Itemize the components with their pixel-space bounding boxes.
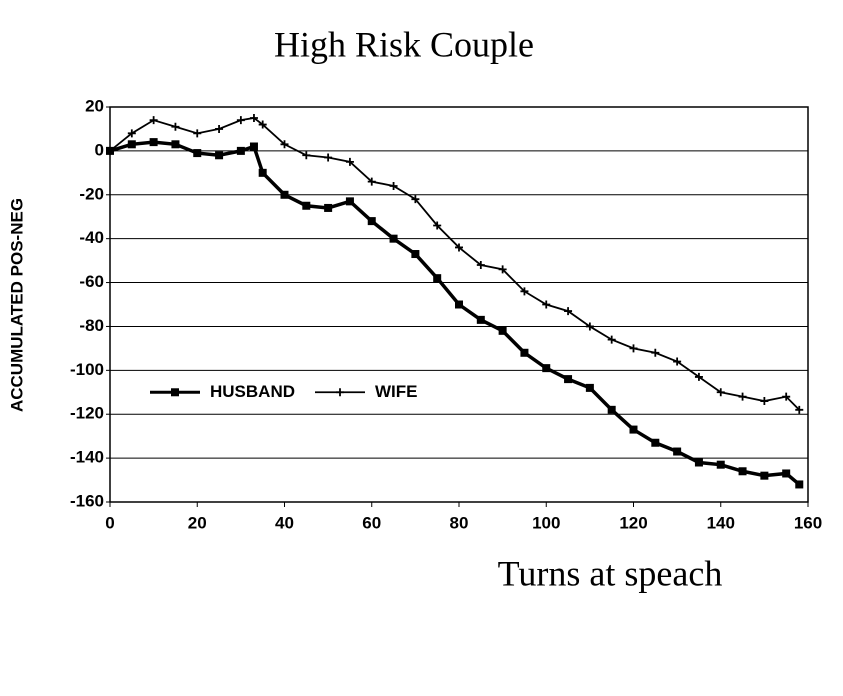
marker [345,197,354,206]
marker [389,234,398,243]
marker [520,287,529,296]
marker [716,388,725,397]
marker [564,307,573,316]
marker [345,157,354,166]
marker [171,140,180,149]
y-tick-label: 0 [95,140,104,159]
marker [367,217,376,226]
marker [324,203,333,212]
y-tick-label: 20 [85,96,104,115]
x-tick-label: 140 [707,513,735,532]
marker [455,300,463,309]
marker [236,146,245,155]
y-tick-label: -100 [70,360,104,379]
marker [760,471,769,480]
marker [520,348,529,357]
marker [498,326,507,335]
marker [585,383,594,392]
marker [258,120,267,129]
marker [389,182,398,190]
marker [193,129,202,138]
marker [607,405,616,414]
marker [411,195,420,204]
y-tick-label: -60 [79,272,104,291]
marker [651,348,660,357]
x-tick-label: 40 [275,513,294,532]
marker [193,149,202,158]
marker [694,458,703,467]
marker [476,261,485,269]
marker [760,397,769,406]
marker [542,364,551,373]
marker [149,116,158,125]
marker [455,243,463,252]
y-tick-label: -40 [79,228,104,247]
marker [795,405,804,414]
x-tick-label: 80 [450,513,469,532]
marker [694,372,703,381]
marker [324,153,333,162]
legend-label: WIFE [375,382,418,401]
marker [336,388,344,397]
y-tick-label: -80 [79,316,104,335]
y-tick-label: -20 [79,184,104,203]
marker [127,140,136,149]
x-tick-label: 60 [362,513,381,532]
marker [542,300,551,309]
marker [249,113,258,122]
x-tick-label: 120 [619,513,647,532]
x-tick-label: 0 [105,513,114,532]
marker [215,124,224,133]
marker [280,140,289,149]
marker [738,392,747,401]
marker [433,221,442,230]
marker [795,480,804,489]
marker [171,388,179,397]
marker [738,467,747,476]
y-axis-label: ACCUMULATED POS-NEG [7,198,26,412]
marker [258,168,267,177]
marker [236,116,245,125]
x-tick-label: 20 [188,513,207,532]
marker [673,357,682,366]
marker [476,315,485,324]
marker [171,122,180,131]
marker [411,250,420,259]
marker [280,190,289,199]
marker [716,460,725,469]
x-axis-label: Turns at speach [498,553,723,593]
marker [673,447,682,456]
marker [127,129,136,138]
marker [302,201,311,210]
legend-label: HUSBAND [210,382,295,401]
marker [651,438,660,447]
x-tick-label: 160 [794,513,822,532]
marker [215,151,224,160]
marker [249,142,258,151]
marker [629,344,638,353]
marker [302,151,311,160]
chart-title: High Risk Couple [274,24,534,64]
marker [782,469,791,478]
marker [498,265,507,274]
marker [585,322,594,331]
y-tick-label: -140 [70,448,104,467]
x-tick-label: 100 [532,513,560,532]
marker [629,425,638,434]
marker [367,177,376,186]
marker [607,335,616,344]
marker [106,146,114,155]
y-tick-label: -160 [70,491,104,510]
marker [564,375,573,384]
marker [782,392,791,401]
marker [149,138,158,147]
y-tick-label: -120 [70,404,104,423]
series-line [109,140,801,486]
series-line [109,117,800,411]
marker [433,274,442,283]
